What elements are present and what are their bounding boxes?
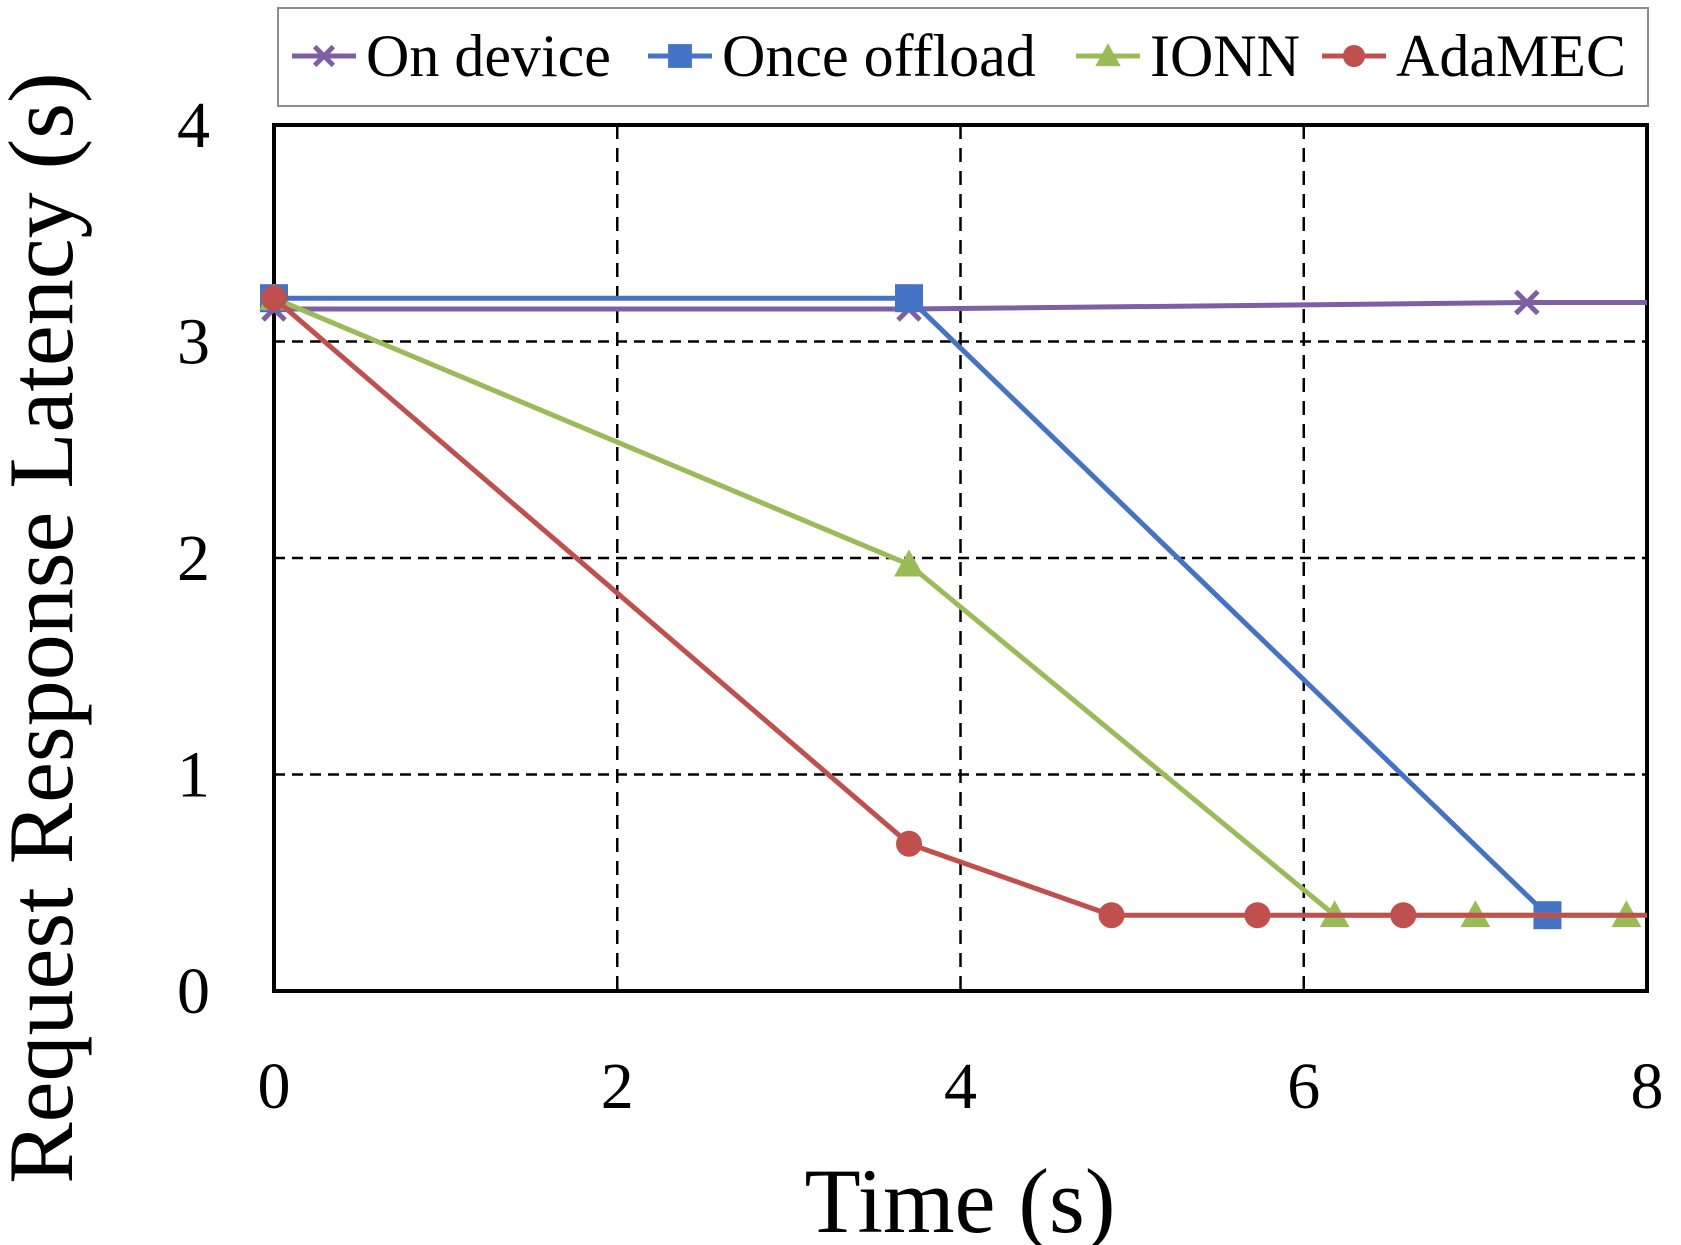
- y-tick-label: 0: [177, 955, 210, 1028]
- series-line: [274, 300, 1647, 312]
- data-point-circle-marker: [896, 830, 923, 857]
- y-tick-label: 3: [177, 306, 210, 379]
- data-point-square-marker: [895, 284, 924, 313]
- x-axis-ticks: 0 2 4 6 8: [258, 1050, 1664, 1123]
- legend-label: Once offload: [722, 23, 1036, 89]
- legend-label: IONN: [1150, 23, 1300, 89]
- series-line: [274, 295, 1550, 918]
- legend-item: On device: [292, 23, 611, 89]
- data-point-square-marker: [668, 44, 692, 68]
- data-point-circle-marker: [1098, 902, 1125, 929]
- x-tick-label: 0: [258, 1050, 291, 1123]
- series-layer: [259, 283, 1647, 930]
- legend: On device Once offload IONN AdaMEC: [277, 7, 1649, 107]
- data-point-triangle-marker: [894, 549, 924, 577]
- x-axis-title: Time (s): [805, 1150, 1116, 1245]
- data-point-x-marker: [312, 44, 336, 68]
- data-point-circle-marker: [261, 285, 287, 312]
- x-tick-label: 8: [1631, 1050, 1664, 1123]
- y-axis-ticks: 0 1 2 3 4: [177, 89, 210, 1028]
- y-axis-title: Request Response Latency (s): [0, 72, 92, 1183]
- gridlines: [274, 125, 1647, 991]
- y-tick-label: 4: [177, 89, 210, 162]
- legend-item: AdaMEC: [1322, 23, 1626, 89]
- legend-item: Once offload: [648, 23, 1036, 89]
- legend-item: IONN: [1076, 23, 1300, 89]
- x-tick-label: 6: [1287, 1050, 1320, 1123]
- legend-box: [277, 7, 1649, 107]
- x-tick-label: 2: [601, 1050, 634, 1123]
- y-tick-label: 2: [177, 522, 210, 595]
- plot-area-border: [272, 123, 1649, 993]
- y-tick-label: 1: [177, 739, 210, 812]
- series-ionn: [259, 283, 1642, 928]
- data-point-circle-marker: [1390, 902, 1417, 929]
- data-point-triangle-marker: [1095, 43, 1121, 67]
- data-point-x-marker: [1514, 289, 1540, 316]
- series-line: [272, 296, 1647, 918]
- data-point-circle-marker: [1342, 44, 1366, 68]
- legend-label: AdaMEC: [1396, 23, 1626, 89]
- data-point-circle-marker: [1244, 902, 1271, 929]
- x-tick-label: 4: [944, 1050, 977, 1123]
- series-adamec: [261, 285, 1647, 929]
- series-line: [273, 295, 1627, 918]
- legend-label: On device: [366, 23, 611, 89]
